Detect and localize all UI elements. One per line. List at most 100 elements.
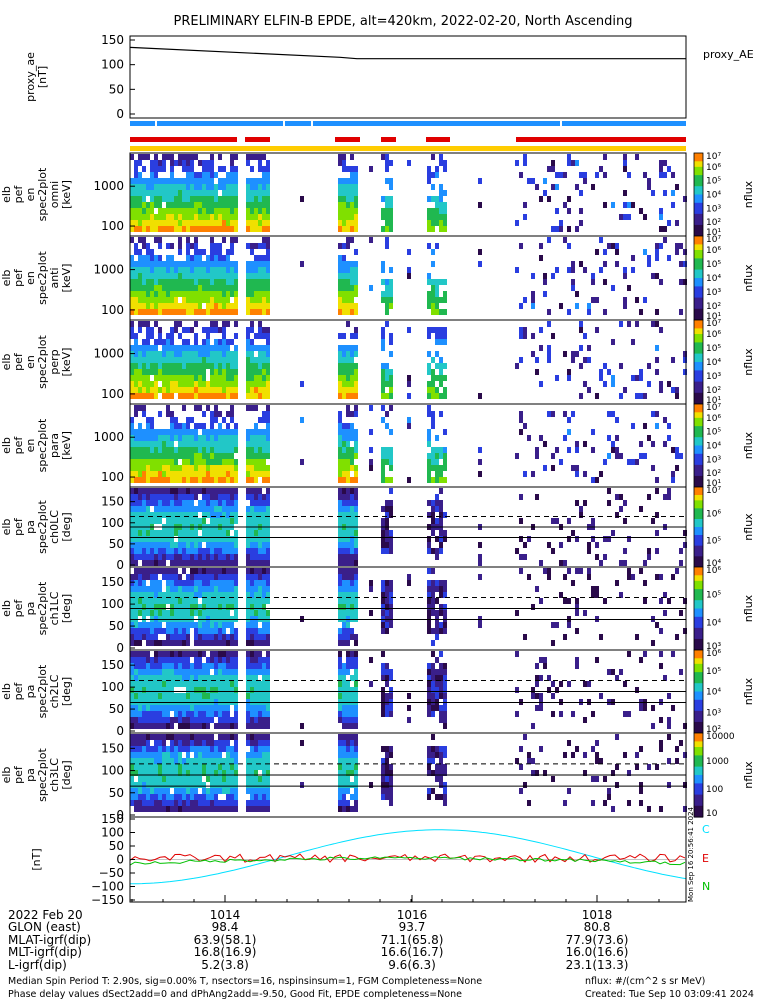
heat-cell [174,758,178,764]
heat-cell [198,560,202,566]
heat-cell [190,477,194,483]
heat-cell [551,465,555,471]
heat-cell [346,375,350,381]
heat-cell [150,429,154,435]
heat-cell [150,393,154,399]
heat-cell [338,214,342,220]
heat-cell [583,333,587,339]
colorbar-swatch [694,238,703,243]
heat-cell [226,776,230,782]
heat-cell [198,488,202,494]
heat-cell [655,249,659,255]
heat-cell [206,202,210,208]
heat-cell [146,453,150,459]
heat-cell [198,717,202,723]
heat-cell [381,592,385,598]
heat-cell [342,711,346,717]
heat-cell [230,363,234,369]
heat-cell [162,387,166,393]
heat-cell [619,321,623,327]
heat-cell [230,220,234,226]
heat-cell [142,387,146,393]
heat-cell [478,554,482,560]
heat-cell [226,506,230,512]
heat-cell [258,255,262,261]
heat-cell [218,592,222,598]
heat-cell [427,604,431,610]
heat-cell [214,249,218,255]
heat-cell [663,441,667,447]
heat-cell [527,574,531,580]
heat-cell [130,417,134,423]
heat-cell [543,291,547,297]
heat-cell [186,220,190,226]
heat-cell [230,202,234,208]
heat-cell [266,651,270,657]
heat-cell [527,178,531,184]
heat-cell [138,598,142,604]
ylabel-line: elb [0,683,13,700]
heat-cell [246,782,250,788]
heat-cell [162,441,166,447]
heat-cell [194,202,198,208]
heat-cell [563,351,567,357]
heat-cell [158,723,162,729]
heat-cell [369,681,373,687]
heat-cell [182,226,186,232]
heat-cell [222,669,226,675]
heat-cell [631,255,635,261]
heat-cell [439,542,443,548]
heat-cell [222,220,226,226]
heat-cell [258,794,262,800]
heat-cell [198,800,202,806]
heat-cell [134,309,138,315]
heat-cell [338,441,342,447]
heat-cell [389,208,393,214]
heat-cell [346,542,350,548]
heat-cell [194,429,198,435]
heat-cell [346,196,350,202]
heat-cell [194,800,198,806]
heat-cell [254,184,258,190]
heat-cell [190,663,194,669]
heat-cell [174,734,178,740]
heat-cell [523,542,527,548]
heat-cell [130,471,134,477]
heat-cell [162,267,166,273]
heat-cell [146,506,150,512]
heat-cell [230,405,234,411]
heat-cell [567,447,571,453]
heat-cell [246,548,250,554]
heat-cell [230,506,234,512]
heat-cell [142,622,146,628]
heat-cell [262,788,266,794]
heat-cell [142,734,146,740]
heat-cell [266,640,270,646]
heat-cell [214,669,218,675]
heat-cell [170,202,174,208]
heat-cell [222,357,226,363]
colorbar-swatch [694,578,703,582]
heat-cell [222,369,226,375]
heat-cell [615,249,619,255]
heat-cell [214,459,218,465]
heat-cell [162,393,166,399]
colorbar-tick: 10³ [706,372,721,382]
heat-cell [190,604,194,610]
heat-cell [146,806,150,812]
heat-cell [543,663,547,669]
heat-cell [350,309,354,315]
heat-cell [435,506,439,512]
heat-cell [350,752,354,758]
colorbar-swatch [694,169,703,173]
heat-cell [190,453,194,459]
heat-cell [134,465,138,471]
heat-cell [262,393,266,399]
heat-cell [166,471,170,477]
heat-cell [214,610,218,616]
heat-cell [575,291,579,297]
heat-cell [599,267,603,273]
heat-cell [162,453,166,459]
colorbar-swatch [694,439,703,444]
heat-cell [385,592,389,598]
